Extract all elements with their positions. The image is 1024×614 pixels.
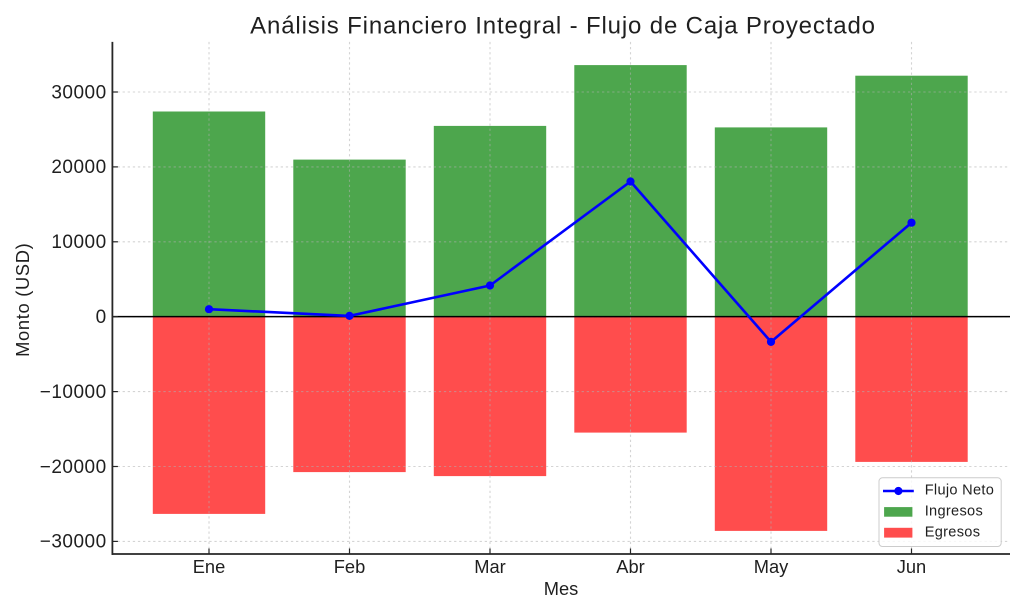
svg-text:30000: 30000	[51, 82, 106, 103]
svg-text:−20000: −20000	[40, 457, 107, 478]
svg-text:Feb: Feb	[334, 556, 366, 577]
svg-text:Abr: Abr	[616, 556, 644, 577]
svg-text:Jun: Jun	[897, 556, 926, 577]
svg-text:May: May	[754, 556, 789, 577]
svg-text:0: 0	[96, 307, 107, 328]
svg-text:10000: 10000	[51, 232, 106, 253]
svg-text:−30000: −30000	[40, 532, 107, 553]
svg-text:Ingresos: Ingresos	[925, 504, 983, 520]
svg-text:20000: 20000	[51, 157, 106, 178]
svg-text:Flujo Neto: Flujo Neto	[925, 483, 995, 499]
svg-text:Mes: Mes	[544, 578, 579, 599]
svg-text:−10000: −10000	[40, 382, 107, 403]
svg-text:Ene: Ene	[193, 556, 226, 577]
svg-text:Egresos: Egresos	[925, 524, 981, 540]
svg-text:Análisis Financiero Integral -: Análisis Financiero Integral - Flujo de …	[250, 12, 876, 39]
svg-text:Monto (USD): Monto (USD)	[12, 243, 33, 357]
svg-text:Mar: Mar	[474, 556, 505, 577]
